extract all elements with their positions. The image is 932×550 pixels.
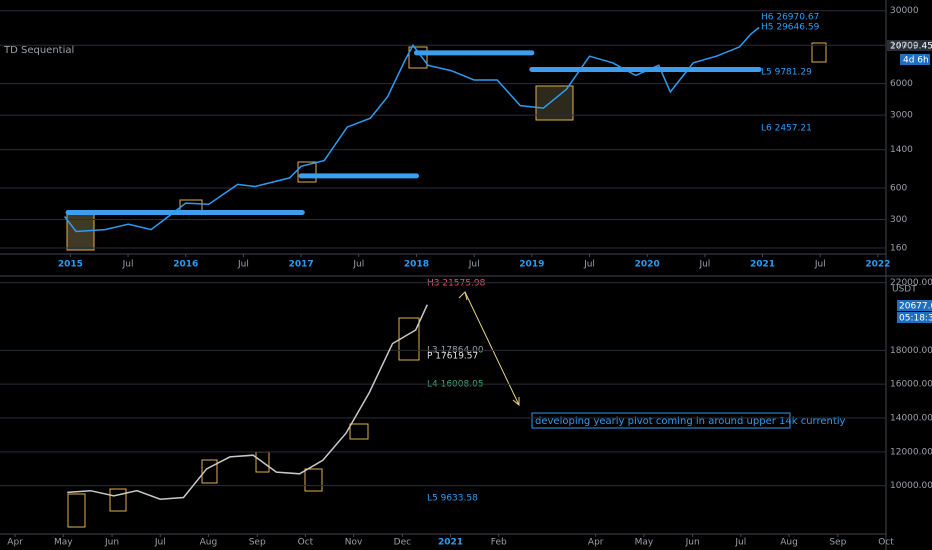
price-line [64, 26, 760, 233]
box [297, 161, 317, 183]
box [304, 468, 323, 492]
y-tick-label: 22000.00 [890, 278, 932, 288]
y-tick-label: 16000.00 [890, 380, 932, 390]
y-tick-label: 14000 [890, 41, 919, 51]
currency: USDT [892, 285, 917, 295]
box [349, 423, 369, 440]
x-tick-label: Sep [829, 538, 846, 548]
x-tick-label: Jun [685, 538, 700, 548]
price-line [67, 304, 428, 500]
arrow-head [512, 397, 520, 407]
pivot-label: L5 9633.58 [427, 494, 478, 504]
x-tick-label: Oct [878, 538, 894, 548]
x-tick-label: Jul [154, 538, 166, 548]
x-tick-label: 2022 [865, 260, 890, 270]
x-tick-label: May [54, 538, 73, 548]
x-tick-label: 2020 [635, 260, 660, 270]
x-tick-label: Jul [237, 260, 249, 270]
box [201, 459, 218, 484]
arrow-head [458, 291, 468, 301]
y-tick-label: 18000.00 [890, 346, 932, 356]
x-tick-label: May [635, 538, 654, 548]
x-tick-label: Jul [468, 260, 480, 270]
x-tick-label: Aug [200, 538, 218, 548]
countdown-tag [897, 312, 932, 323]
countdown-tag [900, 54, 930, 65]
box [811, 42, 827, 63]
y-tick-label: 6000 [890, 79, 913, 89]
x-tick-label: Apr [588, 538, 604, 548]
box [535, 85, 574, 121]
price-label: 20677.07 [899, 302, 932, 312]
x-tick-label: Sep [249, 538, 266, 548]
x-tick-label: 2019 [519, 260, 544, 270]
y-tick-label: 300 [890, 215, 907, 225]
x-tick-label: Apr [7, 538, 23, 548]
price-tag [897, 300, 932, 311]
y-tick-label: 12000.00 [890, 447, 932, 457]
y-tick-label: 30000 [890, 6, 919, 16]
x-tick-label: 2021 [438, 538, 463, 548]
x-tick-label: Dec [394, 538, 411, 548]
countdown: 05:18:37 [899, 314, 932, 324]
x-tick-label: 2018 [404, 260, 429, 270]
y-tick-label: 600 [890, 184, 907, 194]
x-tick-label: 2015 [58, 260, 83, 270]
y-tick-label: 160 [890, 243, 907, 253]
x-tick-label: Jul [122, 260, 134, 270]
x-tick-label: Jul [583, 260, 595, 270]
countdown: 4d 6h [903, 56, 929, 66]
pivot-label: H3 21575.98 [427, 279, 486, 289]
y-tick-label: 10000.00 [890, 481, 932, 491]
arrow [464, 291, 520, 406]
x-tick-label: Jul [814, 260, 826, 270]
x-tick-label: Jul [352, 260, 364, 270]
x-tick-label: Oct [298, 538, 314, 548]
x-tick-label: Nov [345, 538, 363, 548]
legend-item[interactable]: TD Sequential [3, 45, 74, 56]
pivot-label: L6 2457.21 [761, 124, 812, 134]
x-tick-label: 2017 [289, 260, 314, 270]
x-tick-label: 2016 [173, 260, 198, 270]
x-tick-label: Aug [780, 538, 798, 548]
x-tick-label: 2021 [750, 260, 775, 270]
annotation: developing yearly pivot coming in around… [535, 416, 846, 427]
price-label: 20709.45 [890, 42, 932, 52]
pivot-label: P 17619.57 [427, 352, 478, 362]
x-tick-label: Jun [104, 538, 119, 548]
box [67, 493, 86, 528]
x-tick-label: Jul [698, 260, 710, 270]
annotation-box [531, 412, 791, 429]
box [408, 46, 428, 69]
price-tag [887, 40, 932, 51]
pivot-label: L5 9781.29 [761, 68, 812, 78]
y-tick-label: 1400 [890, 145, 913, 155]
x-tick-label: Jul [734, 538, 746, 548]
box [109, 488, 127, 512]
x-tick-label: Feb [491, 538, 507, 548]
y-tick-label: 14000.00 [890, 414, 932, 424]
pivot-label: H6 26970.67 [761, 13, 819, 23]
y-tick-label: 3000 [890, 111, 913, 121]
pivot-label: H5 29646.59 [761, 23, 820, 33]
